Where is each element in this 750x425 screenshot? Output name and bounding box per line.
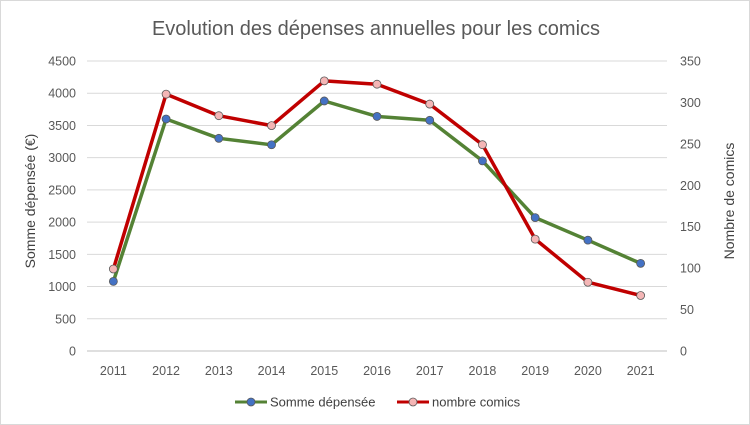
data-point-somme [267,140,276,150]
data-point-somme [478,156,487,166]
data-point-somme [530,213,540,223]
x-tick-label: 2014 [258,364,286,378]
y-tick-label-right: 250 [680,137,701,151]
y-tick-label-right: 200 [680,179,701,193]
data-point-somme [214,133,224,143]
x-tick-label: 2011 [100,364,127,378]
y-tick-label-left: 3000 [48,151,76,165]
data-point-nombre [267,121,276,131]
series-lines [108,76,646,300]
y-axis-title-right: Nombre de comics [721,143,737,260]
data-point-somme [583,235,593,245]
data-point-somme [425,115,435,125]
y-tick-label-right: 300 [680,96,701,110]
data-point-nombre [319,76,329,86]
y-tick-label-left: 4000 [48,87,76,101]
data-point-nombre [425,99,435,109]
y-tick-label-right: 50 [680,303,694,317]
x-tick-label: 2013 [205,364,233,378]
data-point-somme [319,96,329,106]
x-tick-label: 2012 [152,364,180,378]
x-tick-label: 2021 [627,364,655,378]
y-tick-label-left: 2500 [48,183,76,197]
y-tick-label-left: 1500 [48,248,76,262]
legend: Somme dépensée nombre comics [235,395,521,410]
y-tick-label-left: 1000 [48,280,76,294]
data-point-nombre [478,140,487,150]
data-point-somme [161,114,171,124]
data-point-somme [108,276,118,286]
legend-item-somme: Somme dépensée [235,395,376,410]
x-tick-label: 2015 [310,364,338,378]
data-point-nombre [108,264,118,274]
y-tick-label-right: 350 [680,55,701,69]
data-point-nombre [636,291,646,300]
legend-label-somme: Somme dépensée [270,395,376,410]
axis-ticks: 0 500 1000 1500 2000 2500 3000 3500 4000 4500 0 50 1… [48,55,701,379]
x-tick-label: 2020 [574,364,602,378]
y-tick-label-left: 500 [55,312,76,326]
data-point-nombre [214,111,224,121]
legend-marker-somme [246,397,256,407]
chart-title: Evolution des dépenses annuelles pour le… [152,18,600,40]
gridlines [87,60,667,352]
x-tick-label: 2018 [469,364,497,378]
data-point-somme [636,258,646,268]
legend-label-nombre: nombre comics [432,395,521,410]
y-tick-label-right: 150 [680,220,701,234]
legend-item-nombre: nombre comics [397,395,521,410]
y-axis-title-left: Somme dépensée (€) [22,134,38,269]
y-tick-label-left: 0 [69,345,76,359]
data-point-nombre [530,234,540,244]
data-point-nombre [583,277,593,287]
data-point-nombre [161,89,171,99]
data-point-somme [372,112,382,121]
legend-marker-nombre [408,397,418,407]
x-tick-label: 2019 [521,364,549,378]
x-tick-label: 2017 [416,364,444,378]
y-tick-label-right: 0 [680,345,687,359]
y-tick-label-left: 2000 [48,216,76,230]
data-point-nombre [372,79,382,89]
y-tick-label-left: 3500 [48,119,76,133]
x-tick-label: 2016 [363,364,391,378]
y-tick-label-left: 4500 [48,55,76,69]
y-tick-label-right: 100 [680,262,701,276]
